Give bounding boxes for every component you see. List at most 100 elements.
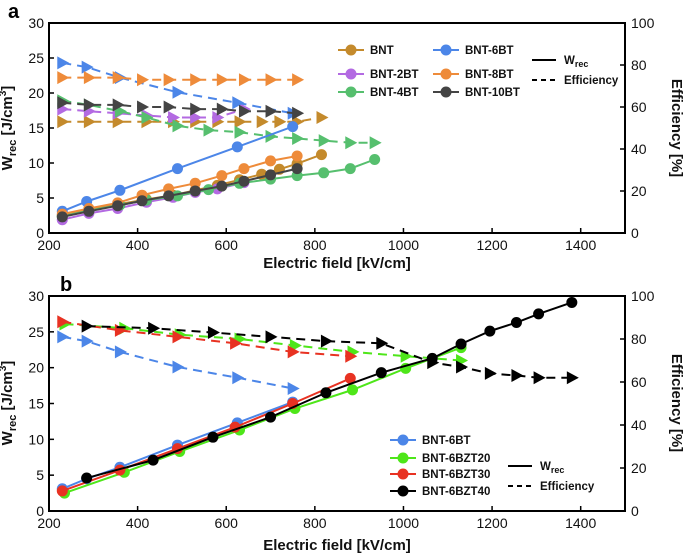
panel-a-legend: BNT BNT-2BT BNT-4BT BNT-6BT BNT-8BT BNT-10BT W… xyxy=(338,44,619,99)
efficiency-point-bnt-6bzt40 xyxy=(484,366,497,380)
x-tick-label: 400 xyxy=(126,515,150,531)
efficiency-point-bnt-8bt xyxy=(112,71,125,85)
y-tick-label: 0 xyxy=(36,225,44,241)
wrec-point-bnt-10bt xyxy=(216,180,228,192)
efficiency-point-bnt-8bt xyxy=(265,73,278,87)
legend-marker-bnt-6bzt30 xyxy=(397,468,409,480)
efficiency-point-bnt-6bzt40 xyxy=(511,369,524,383)
y-tick-label: 20 xyxy=(28,85,44,101)
panel-b-y2-axis-label: Efficiency [%] xyxy=(668,354,685,452)
y2-tick-label: 60 xyxy=(631,99,647,115)
efficiency-point-bnt-6bt xyxy=(57,330,70,344)
x-tick-label: 800 xyxy=(303,237,327,253)
y-tick-label: 15 xyxy=(28,120,44,136)
panel-a-x-axis: 200 400 600 800 1000 1200 1400 xyxy=(37,228,596,253)
efficiency-point-bnt-4bt xyxy=(172,119,185,133)
panel-a-y2-axis: 0 20 40 60 80 100 xyxy=(620,15,655,241)
efficiency-point-bnt-10bt xyxy=(238,104,251,118)
panel-a-label: a xyxy=(8,1,20,23)
wrec-point-bnt-10bt xyxy=(291,163,303,175)
wrec-point-bnt-8bt xyxy=(189,177,201,189)
efficiency-point-bnt xyxy=(274,115,287,129)
y-tick-label: 15 xyxy=(28,396,44,412)
y2-tick-label: 80 xyxy=(631,57,647,73)
efficiency-point-bnt-10bt xyxy=(57,96,70,110)
efficiency-point-bnt-6bt xyxy=(287,381,300,395)
y-tick-label: 30 xyxy=(28,15,44,31)
wrec-point-bnt-6bzt40 xyxy=(265,411,277,423)
efficiency-point-bnt-8bt xyxy=(57,71,70,85)
panel-b-y2-axis: 0 20 40 60 80 100 xyxy=(620,288,655,519)
wrec-point-bnt-6bt xyxy=(114,184,126,196)
wrec-point-bnt-6bzt20 xyxy=(347,384,359,396)
panel-b-x-axis: 200 400 600 800 1000 1200 1400 xyxy=(37,506,596,531)
efficiency-point-bnt-4bt xyxy=(234,125,247,139)
wrec-point-bnt-6bzt40 xyxy=(510,317,522,329)
wrec-line-bnt-6bzt30 xyxy=(61,377,351,492)
x-tick-label: 600 xyxy=(215,515,239,531)
efficiency-point-bnt-6bzt40 xyxy=(456,360,469,374)
efficiency-point-bnt-4bt xyxy=(203,123,216,137)
wrec-point-bnt-4bt xyxy=(318,167,330,179)
y2-tick-label: 0 xyxy=(631,503,639,519)
efficiency-point-bnt-6bzt40 xyxy=(566,371,579,385)
efficiency-point-bnt-6bt xyxy=(172,360,185,374)
wrec-point-bnt-6bzt40 xyxy=(375,367,387,379)
wrec-point-bnt-8bt xyxy=(291,150,303,162)
efficiency-point-bnt-10bt xyxy=(292,106,305,120)
efficiency-point-bnt-6bzt30 xyxy=(172,330,185,344)
wrec-point-bnt-6bt xyxy=(171,163,183,175)
legend-marker-bnt-6bzt20 xyxy=(397,452,409,464)
wrec-point-bnt-4bt xyxy=(344,163,356,175)
panel-a-y-axis-label: Wrec [J/cm3] xyxy=(0,86,19,171)
wrec-point-bnt-8bt xyxy=(216,170,228,182)
efficiency-point-bnt-6bzt30 xyxy=(345,349,358,363)
efficiency-point-bnt-6bt xyxy=(57,56,70,70)
x-tick-label: 1200 xyxy=(476,237,507,253)
efficiency-point-bnt-6bt xyxy=(172,85,185,99)
legend-label-bnt-4bt: BNT-4BT xyxy=(370,87,419,99)
wrec-point-bnt-6bzt40 xyxy=(81,472,93,484)
efficiency-point-bnt-8bt xyxy=(190,73,203,87)
wrec-point-bnt-6bzt40 xyxy=(426,352,438,364)
y2-tick-label: 80 xyxy=(631,331,647,347)
efficiency-point-bnt-6bzt30 xyxy=(57,315,70,329)
panel-a-y-axis: 0 5 10 15 20 25 30 xyxy=(28,15,54,241)
panel-b-y-axis-label: Wrec [J/cm3] xyxy=(0,361,19,446)
x-tick-label: 1400 xyxy=(565,515,596,531)
y-tick-label: 0 xyxy=(36,503,44,519)
x-tick-label: 1400 xyxy=(565,237,596,253)
x-tick-label: 600 xyxy=(215,237,239,253)
efficiency-point-bnt-10bt xyxy=(137,100,150,114)
x-tick-label: 800 xyxy=(303,515,327,531)
panel-b-series xyxy=(56,296,579,499)
wrec-point-bnt-10bt xyxy=(56,211,68,223)
legend-label-bnt-6bt: BNT-6BT xyxy=(422,435,471,447)
x-tick-label: 200 xyxy=(37,515,61,531)
wrec-point-bnt-6bt xyxy=(231,141,243,153)
efficiency-point-bnt-8bt xyxy=(292,73,305,87)
y2-tick-label: 100 xyxy=(631,15,655,31)
legend-label-bnt-10bt: BNT-10BT xyxy=(465,87,520,99)
y2-tick-label: 20 xyxy=(631,460,647,476)
efficiency-point-bnt-4bt xyxy=(292,132,305,145)
y-tick-label: 5 xyxy=(36,190,44,206)
y-tick-label: 25 xyxy=(28,50,44,66)
efficiency-point-bnt-4bt xyxy=(369,136,382,150)
legend-wrec-label: Wrec xyxy=(564,55,588,69)
wrec-point-bnt-6bzt40 xyxy=(566,296,578,308)
efficiency-point-bnt-6bzt20 xyxy=(400,349,413,363)
wrec-point-bnt-10bt xyxy=(83,205,95,217)
legend-marker-bnt-4bt xyxy=(345,86,357,98)
efficiency-point-bnt xyxy=(83,115,96,129)
wrec-point-bnt-8bt xyxy=(265,155,277,167)
efficiency-point-bnt-6bzt40 xyxy=(376,336,389,350)
legend-marker-bnt-6bt xyxy=(397,434,409,446)
efficiency-line-bnt-6bt xyxy=(62,335,293,390)
wrec-point-bnt-10bt xyxy=(238,175,250,187)
wrec-point-bnt-6bzt40 xyxy=(455,338,467,350)
y-tick-label: 10 xyxy=(28,431,44,447)
x-tick-label: 1200 xyxy=(476,515,507,531)
efficiency-point-bnt-2bt xyxy=(190,111,203,124)
efficiency-point-bnt-10bt xyxy=(190,102,203,116)
